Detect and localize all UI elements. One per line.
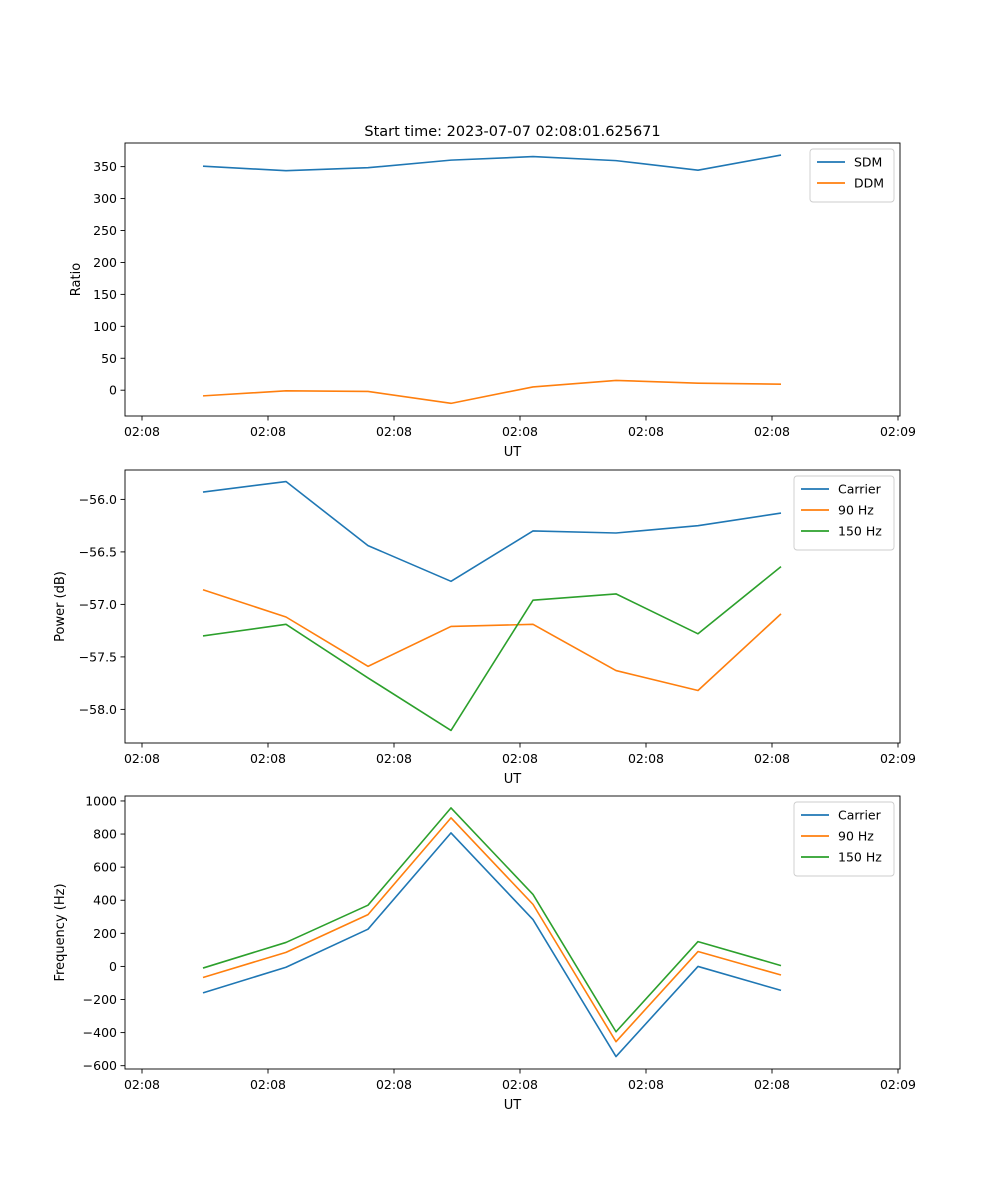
ratio-series-ddm	[202, 379, 782, 405]
frequency-y-tick-label: 800	[93, 827, 117, 842]
frequency-legend-label: 90 Hz	[838, 829, 874, 844]
ratio-y-tick-label: 100	[93, 319, 117, 334]
subplot-frequency: 02:08 02:08 02:08 02:08 02:08 02:08 02:09 −600 −…	[53, 793, 916, 1113]
frequency-legend-label: 150 Hz	[838, 850, 882, 865]
ratio-x-tick-label: 02:08	[754, 424, 790, 439]
frequency-x-tick-label: 02:09	[880, 1077, 916, 1092]
ratio-y-axis-label: Ratio	[69, 263, 84, 296]
figure-title: Start time: 2023-07-07 02:08:01.625671	[364, 124, 660, 140]
frequency-x-tick-label: 02:08	[502, 1077, 538, 1092]
ratio-y-tick-label: 350	[93, 159, 117, 174]
frequency-y-tick-label: 1000	[85, 793, 117, 808]
power-y-tick-label: −57.5	[79, 649, 117, 664]
ratio-x-axis-label: UT	[504, 445, 522, 460]
power-legend-label: 150 Hz	[838, 524, 882, 539]
ratio-x-tick-label: 02:08	[502, 424, 538, 439]
frequency-x-axis-label: UT	[504, 1098, 522, 1113]
power-x-tick-label: 02:08	[250, 751, 286, 766]
frequency-y-tick-label: 200	[93, 926, 117, 941]
frequency-x-tick-label: 02:08	[250, 1077, 286, 1092]
subplot-ratio: 02:08 02:08 02:08 02:08 02:08 02:08 02:09 0 50 10…	[69, 142, 916, 460]
frequency-y-axis-label: Frequency (Hz)	[53, 883, 68, 981]
frequency-y-tick-label: −600	[83, 1058, 117, 1073]
frequency-y-tick-label: 400	[93, 893, 117, 908]
ratio-x-tick-label: 02:08	[124, 424, 160, 439]
ratio-y-tick-label: 50	[101, 351, 117, 366]
power-x-tick-label: 02:08	[502, 751, 538, 766]
power-x-tick-label: 02:08	[376, 751, 412, 766]
power-x-tick-label: 02:09	[880, 751, 916, 766]
power-series-90-hz	[202, 588, 782, 692]
subplot-power: 02:08 02:08 02:08 02:08 02:08 02:08 02:09 −58.0…	[53, 469, 916, 787]
power-y-tick-label: −58.0	[79, 702, 117, 717]
frequency-axes-frame	[124, 795, 901, 1070]
power-x-axis-label: UT	[504, 772, 522, 787]
power-x-tick-label: 02:08	[754, 751, 790, 766]
frequency-y-tick-label: 600	[93, 860, 117, 875]
frequency-y-tick-label: 0	[109, 959, 117, 974]
ratio-x-tick-label: 02:08	[628, 424, 664, 439]
frequency-x-tick-label: 02:08	[628, 1077, 664, 1092]
frequency-x-tick-label: 02:08	[124, 1077, 160, 1092]
power-y-axis-label: Power (dB)	[53, 571, 68, 642]
ratio-y-tick-label: 300	[93, 191, 117, 206]
ratio-y-tick-label: 150	[93, 287, 117, 302]
frequency-x-tick-label: 02:08	[754, 1077, 790, 1092]
ratio-axes-frame	[124, 142, 901, 417]
frequency-series-carrier	[202, 832, 782, 1058]
ratio-x-tick-label: 02:08	[376, 424, 412, 439]
power-x-tick-label: 02:08	[124, 751, 160, 766]
frequency-legend-label: Carrier	[838, 808, 882, 823]
ratio-legend-label: DDM	[854, 176, 884, 191]
power-legend-label: 90 Hz	[838, 503, 874, 518]
power-legend-label: Carrier	[838, 482, 882, 497]
frequency-x-tick-label: 02:08	[376, 1077, 412, 1092]
power-y-tick-label: −57.0	[79, 597, 117, 612]
power-series-150-hz	[202, 565, 782, 732]
power-series-carrier	[202, 480, 782, 583]
power-y-tick-label: −56.5	[79, 544, 117, 559]
power-x-tick-label: 02:08	[628, 751, 664, 766]
frequency-y-tick-label: −400	[83, 1025, 117, 1040]
ratio-y-tick-label: 200	[93, 255, 117, 270]
frequency-series-150-hz	[202, 807, 782, 1033]
power-axes-frame	[124, 469, 901, 744]
ratio-x-tick-label: 02:09	[880, 424, 916, 439]
frequency-y-tick-label: −200	[83, 992, 117, 1007]
power-y-tick-label: −56.0	[79, 492, 117, 507]
ratio-legend-label: SDM	[854, 155, 882, 170]
ratio-x-tick-label: 02:08	[250, 424, 286, 439]
ratio-y-tick-label: 250	[93, 223, 117, 238]
ratio-y-tick-label: 0	[109, 383, 117, 398]
ratio-series-sdm	[202, 154, 782, 172]
frequency-series-90-hz	[202, 817, 782, 1043]
